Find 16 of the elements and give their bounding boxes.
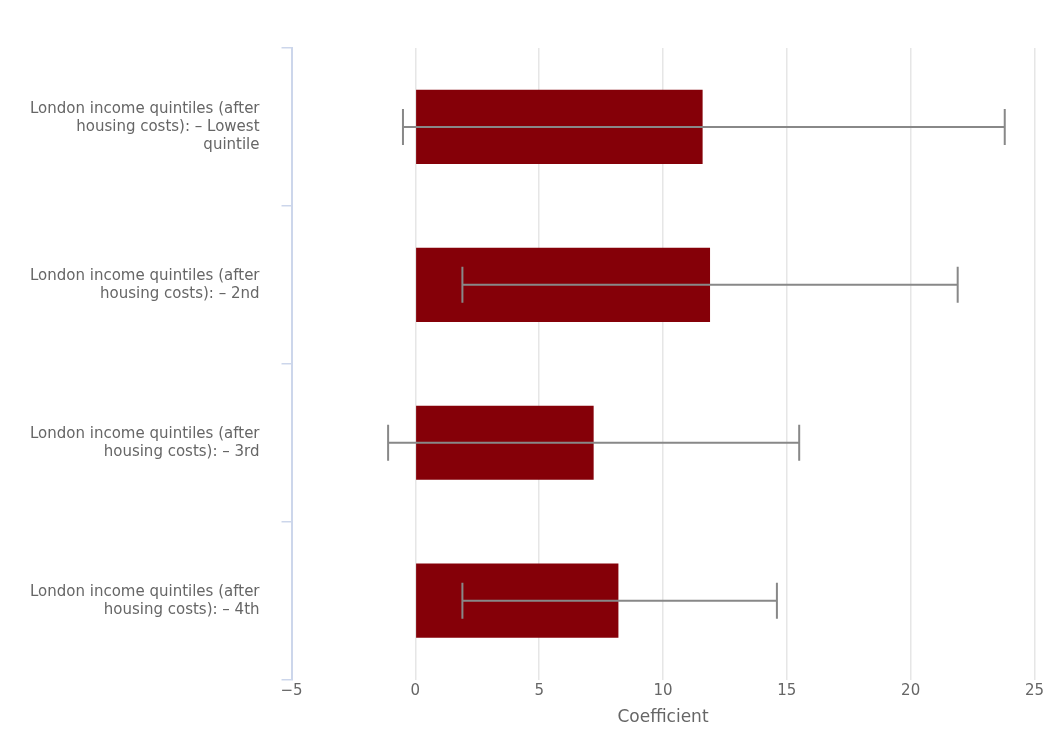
bar bbox=[416, 89, 703, 165]
y-tick-label: London income quintiles (after housing costs): – Lowest quintile bbox=[30, 98, 261, 153]
x-tick-label: 20 bbox=[901, 681, 921, 700]
x-tick-label: 10 bbox=[653, 681, 673, 700]
y-tick-label: London income quintiles (after housing costs): – 4th bbox=[30, 581, 261, 618]
x-tick-label: 15 bbox=[777, 681, 797, 700]
bar bbox=[416, 247, 711, 322]
x-axis-title: Coefficient bbox=[617, 706, 709, 727]
x-tick-label: 5 bbox=[534, 681, 544, 700]
y-tick-label: London income quintiles (after housing costs): – 3rd bbox=[30, 423, 261, 460]
bar bbox=[416, 563, 619, 638]
x-tick-label: 0 bbox=[410, 681, 421, 700]
x-tick-label: 25 bbox=[1024, 681, 1044, 700]
bar bbox=[416, 405, 594, 480]
x-tick-label: −5 bbox=[280, 681, 303, 700]
y-tick-label: London income quintiles (after housing costs): – 2nd bbox=[30, 265, 261, 302]
